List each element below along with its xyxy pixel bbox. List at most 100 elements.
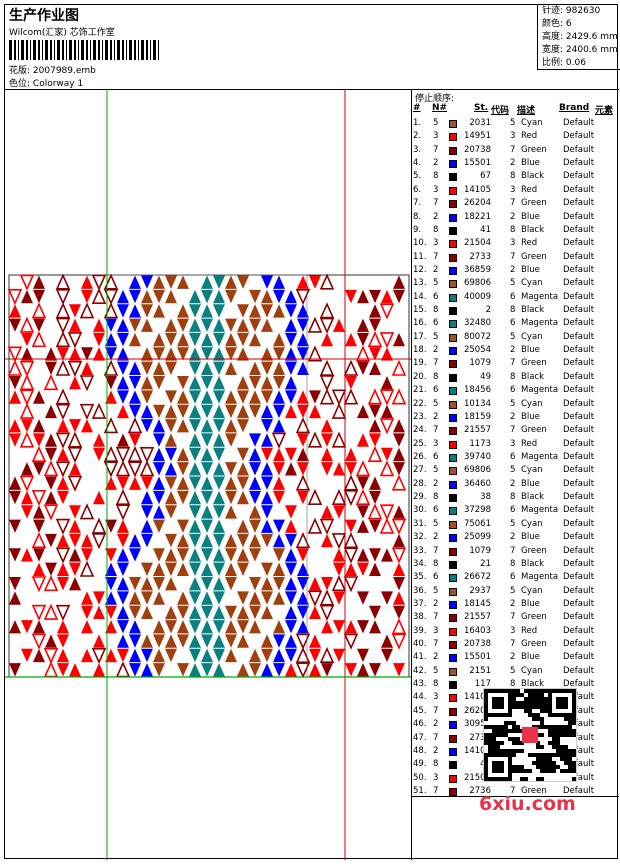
colorway-label: 色位: bbox=[9, 79, 31, 89]
row-desc: Blue bbox=[521, 158, 540, 169]
row-needle: 7 bbox=[433, 612, 439, 623]
colorway: Colorway 1 bbox=[32, 79, 84, 89]
row-needle: 7 bbox=[433, 785, 439, 796]
color-swatch bbox=[449, 520, 457, 529]
design-canvas bbox=[5, 89, 411, 860]
row-desc: Blue bbox=[521, 478, 540, 489]
row-brand: Default bbox=[563, 732, 595, 743]
row-desc: Green bbox=[521, 251, 547, 262]
row-index: 50. bbox=[413, 772, 427, 783]
list-item: 10. 3 21504 3 Red Default bbox=[411, 237, 619, 250]
row-desc: Green bbox=[521, 425, 547, 436]
list-item: 16. 6 32480 6 Magenta Default bbox=[411, 317, 619, 330]
row-index: 20. bbox=[413, 371, 427, 382]
row-stitches: 18159 bbox=[463, 411, 491, 422]
color-swatch bbox=[449, 654, 457, 663]
row-needle: 3 bbox=[433, 131, 439, 142]
color-swatch bbox=[449, 507, 457, 516]
color-swatch bbox=[449, 427, 457, 436]
row-needle: 7 bbox=[433, 732, 439, 743]
row-index: 13. bbox=[413, 278, 427, 289]
row-brand: Default bbox=[563, 545, 595, 556]
color-swatch bbox=[449, 253, 457, 262]
list-item: 5. 8 67 8 Black Default bbox=[411, 170, 619, 183]
row-code: 5 bbox=[510, 518, 516, 529]
row-index: 42. bbox=[413, 665, 427, 676]
list-item: 12. 2 36859 2 Blue Default bbox=[411, 264, 619, 277]
row-index: 9. bbox=[413, 224, 422, 235]
header-area: 生产作业图 Wilcom(汇家) 芯饰工作室 花版: 2007989.emb 色… bbox=[5, 5, 620, 90]
row-brand: Default bbox=[563, 705, 595, 716]
row-stitches: 67 bbox=[480, 171, 491, 182]
row-needle: 6 bbox=[433, 318, 439, 329]
row-index: 12. bbox=[413, 264, 427, 275]
row-index: 30. bbox=[413, 505, 427, 516]
row-stitches: 2733 bbox=[469, 251, 491, 262]
list-item: 27. 5 69806 5 Cyan Default bbox=[411, 464, 619, 477]
row-desc: Black bbox=[521, 371, 544, 382]
row-stitches: 1079 bbox=[469, 545, 491, 556]
row-needle: 8 bbox=[433, 171, 439, 182]
row-desc: Cyan bbox=[521, 518, 543, 529]
row-stitches: 18221 bbox=[463, 211, 491, 222]
row-brand: Default bbox=[563, 585, 595, 596]
col-stitches: St. bbox=[474, 103, 489, 113]
row-desc: Black bbox=[521, 305, 544, 316]
row-needle: 2 bbox=[433, 478, 439, 489]
row-needle: 8 bbox=[433, 759, 439, 770]
row-desc: Black bbox=[521, 171, 544, 182]
row-needle: 5 bbox=[433, 465, 439, 476]
row-desc: Cyan bbox=[521, 278, 543, 289]
color-swatch bbox=[449, 307, 457, 316]
row-index: 15. bbox=[413, 305, 427, 316]
row-desc: Red bbox=[521, 184, 538, 195]
row-needle: 2 bbox=[433, 745, 439, 756]
watermark-logo: 6xiu.com bbox=[479, 793, 576, 815]
row-brand: Default bbox=[563, 598, 595, 609]
col-brand: Brand bbox=[559, 103, 590, 113]
row-stitches: 2151 bbox=[469, 665, 491, 676]
row-brand: Default bbox=[563, 478, 595, 489]
row-index: 14. bbox=[413, 291, 427, 302]
list-item: 18. 2 25054 2 Blue Default bbox=[411, 344, 619, 357]
row-code: 2 bbox=[510, 211, 516, 222]
row-code: 7 bbox=[510, 545, 516, 556]
row-desc: Black bbox=[521, 224, 544, 235]
row-desc: Cyan bbox=[521, 398, 543, 409]
row-brand: Default bbox=[563, 238, 595, 249]
row-brand: Default bbox=[563, 305, 595, 316]
row-needle: 7 bbox=[433, 639, 439, 650]
row-index: 18. bbox=[413, 345, 427, 356]
row-brand: Default bbox=[563, 118, 595, 128]
row-stitches: 39740 bbox=[463, 451, 491, 462]
row-brand: Default bbox=[563, 505, 595, 516]
list-item: 31. 5 75061 5 Cyan Default bbox=[411, 518, 619, 531]
row-desc: Blue bbox=[521, 264, 540, 275]
list-item: 41. 2 15501 2 Blue Default bbox=[411, 651, 619, 664]
color-swatch bbox=[449, 681, 457, 690]
color-swatch bbox=[449, 761, 457, 770]
page-title: 生产作业图 bbox=[9, 8, 79, 24]
color-swatch bbox=[449, 453, 457, 462]
row-stitches: 18456 bbox=[463, 385, 491, 396]
list-item: 7. 7 26204 7 Green Default bbox=[411, 197, 619, 210]
row-index: 19. bbox=[413, 358, 427, 369]
row-code: 7 bbox=[510, 144, 516, 155]
row-stitches: 80072 bbox=[463, 331, 491, 342]
row-brand: Default bbox=[563, 772, 595, 783]
color-swatch bbox=[449, 480, 457, 489]
stitch-count: 针迹: 982630 bbox=[542, 6, 601, 16]
row-brand: Default bbox=[563, 158, 595, 169]
row-index: 47. bbox=[413, 732, 427, 743]
row-code: 7 bbox=[510, 198, 516, 209]
row-needle: 8 bbox=[433, 305, 439, 316]
color-swatch bbox=[449, 240, 457, 249]
row-index: 32. bbox=[413, 532, 427, 543]
row-needle: 6 bbox=[433, 572, 439, 583]
row-index: 10. bbox=[413, 238, 427, 249]
design-width: 宽度: 2400.6 mm bbox=[542, 45, 618, 55]
row-needle: 5 bbox=[433, 398, 439, 409]
row-brand: Default bbox=[563, 465, 595, 476]
row-code: 3 bbox=[510, 184, 516, 195]
row-index: 25. bbox=[413, 438, 427, 449]
